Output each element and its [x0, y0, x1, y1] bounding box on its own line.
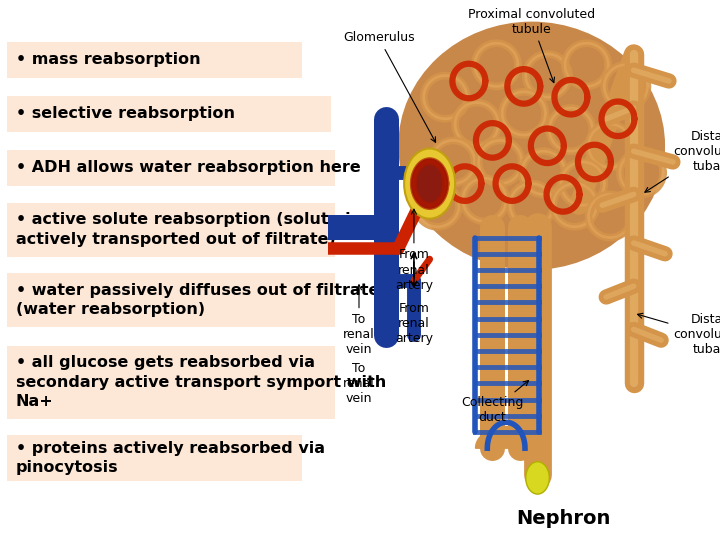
Text: Glomerulus: Glomerulus [343, 31, 436, 142]
Text: To
renal
vein: To renal vein [343, 285, 375, 356]
Text: • water passively diffuses out of filtrate
(water reabsorption): • water passively diffuses out of filtra… [16, 282, 379, 317]
FancyBboxPatch shape [7, 346, 335, 418]
Text: • active solute reabsorption (solute is
actively transported out of filtrate): • active solute reabsorption (solute is … [16, 212, 360, 247]
Text: • selective reabsorption: • selective reabsorption [16, 106, 235, 122]
FancyBboxPatch shape [7, 42, 302, 78]
Text: • all glucose gets reabsorbed via
secondary active transport symport with
Na+: • all glucose gets reabsorbed via second… [16, 355, 386, 409]
Text: Distal
convoluted
tubal: Distal convoluted tubal [645, 130, 720, 192]
Ellipse shape [412, 159, 447, 208]
FancyBboxPatch shape [7, 435, 302, 481]
Text: Collecting
duct: Collecting duct [462, 381, 528, 424]
Text: • mass reabsorption: • mass reabsorption [16, 52, 200, 68]
Text: From
renal
artery: From renal artery [395, 209, 433, 292]
Polygon shape [475, 427, 536, 448]
Text: • proteins actively reabsorbed via
pinocytosis: • proteins actively reabsorbed via pinoc… [16, 441, 325, 475]
FancyBboxPatch shape [7, 273, 335, 327]
FancyBboxPatch shape [7, 150, 335, 186]
Text: Nephron: Nephron [516, 509, 611, 528]
Text: From
renal
artery: From renal artery [395, 302, 433, 346]
Ellipse shape [526, 462, 549, 494]
Text: To
renal
vein: To renal vein [343, 362, 375, 405]
Text: Proximal convoluted
tubule: Proximal convoluted tubule [468, 8, 595, 83]
Ellipse shape [398, 22, 665, 270]
FancyBboxPatch shape [7, 96, 331, 132]
Text: • ADH allows water reabsorption here: • ADH allows water reabsorption here [16, 160, 361, 176]
Text: Distal
convoluted
tubal: Distal convoluted tubal [637, 313, 720, 356]
FancyBboxPatch shape [7, 202, 335, 256]
Ellipse shape [404, 148, 455, 219]
